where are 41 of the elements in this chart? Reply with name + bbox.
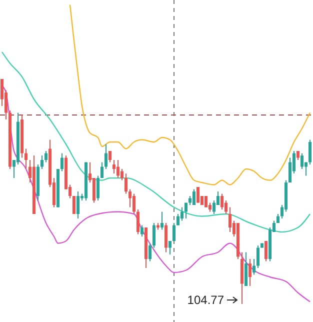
- candlestick: [128, 188, 132, 208]
- candlestick: [140, 224, 144, 237]
- candlestick: [108, 150, 112, 163]
- candlestick: [132, 193, 136, 214]
- candlestick: [248, 258, 252, 286]
- candlestick: [160, 211, 164, 230]
- candlestick: [96, 175, 100, 201]
- candlestick: [172, 222, 176, 242]
- candlestick: [168, 240, 172, 255]
- candlestick: [220, 193, 224, 210]
- candlestick: [212, 200, 216, 214]
- candlestick: [308, 139, 312, 165]
- candlestick: [124, 173, 128, 194]
- candlestick: [40, 155, 44, 170]
- candlestick: [180, 206, 184, 222]
- candlestick: [252, 258, 256, 276]
- candlestick: [76, 191, 80, 219]
- candlestick: [288, 157, 292, 183]
- candlestick: [164, 222, 168, 253]
- candlestick: [228, 206, 232, 232]
- candlestick: [256, 245, 260, 268]
- candlestick: [244, 252, 248, 286]
- candlestick: [136, 209, 140, 235]
- candlestick: [112, 160, 116, 174]
- candlestick: [152, 222, 156, 248]
- candlestick: [184, 202, 188, 219]
- candlestick: [176, 214, 180, 226]
- candlestick: [224, 200, 228, 214]
- candlestick: [148, 242, 152, 262]
- candlestick: [92, 178, 96, 204]
- candlestick: [104, 144, 108, 170]
- candlestick: [24, 148, 28, 170]
- candlestick: [116, 160, 120, 178]
- candlestick: [60, 152, 64, 172]
- candlestick: [192, 188, 196, 206]
- candlestick: [120, 168, 124, 181]
- candlestick: [300, 152, 304, 170]
- annotation: 104.77: [187, 293, 224, 307]
- candlestick: [264, 240, 268, 262]
- candlestick: [100, 162, 104, 178]
- candlestick: [44, 150, 48, 163]
